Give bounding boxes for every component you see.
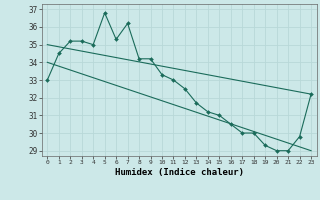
X-axis label: Humidex (Indice chaleur): Humidex (Indice chaleur) bbox=[115, 168, 244, 177]
